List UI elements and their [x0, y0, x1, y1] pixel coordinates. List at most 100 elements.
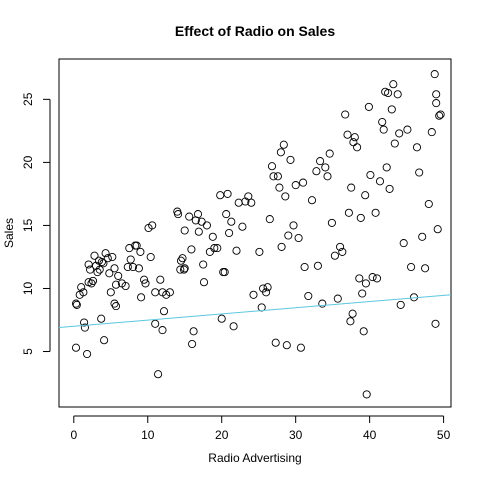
data-point: [403, 125, 412, 134]
data-point: [436, 110, 445, 119]
y-tick-label: 5: [21, 348, 35, 355]
data-point: [210, 244, 219, 253]
plot-box: [58, 58, 452, 408]
data-point: [378, 117, 387, 127]
data-point: [341, 110, 350, 119]
x-tick-label: 30: [289, 428, 303, 442]
data-point: [347, 183, 356, 192]
data-point: [255, 247, 264, 256]
data-point: [281, 192, 290, 201]
data-point: [176, 265, 185, 274]
data-point: [126, 255, 135, 264]
data-point: [333, 294, 342, 303]
data-point: [362, 390, 371, 399]
data-point: [217, 314, 226, 323]
data-point: [356, 213, 365, 222]
data-point: [432, 99, 441, 108]
data-point: [180, 264, 189, 273]
y-tick-label: 25: [21, 92, 35, 106]
data-point: [275, 183, 284, 192]
data-point: [389, 80, 398, 89]
data-point: [432, 90, 441, 99]
points-layer: [71, 70, 445, 399]
data-point: [418, 232, 427, 241]
data-point: [424, 199, 433, 209]
data-point: [227, 217, 236, 226]
y-axis: 5 10 15 20 25: [21, 92, 51, 355]
data-point: [399, 239, 408, 248]
data-point: [151, 319, 160, 328]
data-point: [284, 231, 293, 240]
data-point: [348, 309, 357, 318]
data-point: [232, 246, 241, 255]
data-point: [382, 163, 391, 172]
data-point: [289, 221, 298, 230]
data-point: [279, 140, 288, 149]
data-point: [95, 265, 104, 274]
data-point: [395, 129, 404, 138]
data-point: [188, 339, 197, 349]
data-point: [220, 268, 229, 277]
data-point: [189, 327, 198, 336]
x-axis-label: Radio Advertising: [208, 451, 301, 465]
data-point: [371, 208, 380, 217]
data-point: [433, 225, 442, 234]
data-point: [222, 210, 231, 219]
data-point: [307, 196, 317, 205]
data-point: [208, 232, 217, 241]
x-tick-label: 20: [215, 428, 229, 442]
data-point: [313, 261, 322, 270]
y-tick-label: 20: [21, 155, 35, 169]
data-point: [80, 323, 89, 332]
data-point: [123, 262, 132, 272]
data-point: [350, 133, 359, 142]
data-point: [387, 105, 396, 114]
data-point: [269, 172, 278, 181]
data-point: [336, 242, 345, 251]
y-axis-label: Sales: [2, 218, 16, 248]
data-point: [321, 163, 330, 172]
data-point: [421, 264, 430, 273]
data-point: [412, 143, 422, 152]
data-point: [385, 184, 394, 193]
data-point: [384, 88, 393, 98]
data-point: [159, 307, 169, 316]
data-point: [368, 273, 377, 282]
x-tick-label: 40: [363, 428, 377, 442]
data-point: [174, 210, 183, 219]
data-point: [180, 226, 189, 235]
chart-title: Effect of Radio on Sales: [175, 23, 335, 39]
data-point: [325, 149, 334, 158]
data-point: [338, 247, 347, 256]
data-point: [366, 170, 375, 180]
data-point: [344, 208, 353, 217]
data-point: [158, 326, 167, 335]
data-point: [79, 288, 88, 297]
data-point: [393, 90, 402, 99]
data-point: [299, 178, 308, 187]
data-point: [108, 252, 117, 262]
data-point: [213, 244, 222, 253]
data-point: [86, 265, 95, 274]
data-point: [156, 275, 165, 284]
x-axis: 0 10 20 30 40 50: [70, 415, 451, 442]
data-point: [241, 197, 250, 206]
data-point: [105, 269, 114, 278]
data-point: [379, 125, 388, 134]
data-point: [165, 288, 174, 297]
data-point: [146, 252, 155, 262]
data-point: [93, 268, 102, 277]
data-point: [346, 317, 355, 326]
data-point: [176, 256, 186, 265]
data-point: [375, 177, 385, 186]
data-point: [353, 143, 362, 152]
data-point: [282, 341, 291, 350]
data-point: [265, 215, 274, 224]
data-point: [199, 260, 208, 269]
data-point: [407, 262, 416, 272]
data-point: [71, 299, 81, 308]
data-point: [121, 281, 130, 291]
data-point: [431, 319, 440, 328]
